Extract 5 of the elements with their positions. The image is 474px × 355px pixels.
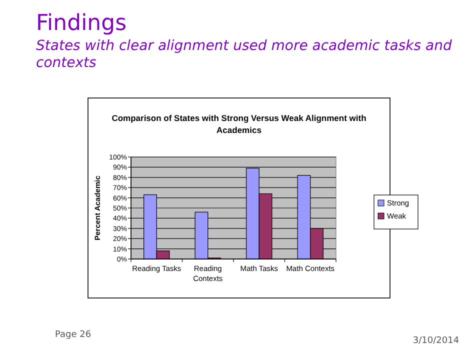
text: Page 26 (55, 330, 92, 340)
text: Findings (36, 11, 127, 36)
text: 3/10/2014 (412, 336, 460, 346)
text: States with clear alignment used more academic tasks and contexts (36, 38, 452, 71)
chart-title: Comparison of States with Strong Versus Weak Alignment with Academics (112, 113, 366, 135)
